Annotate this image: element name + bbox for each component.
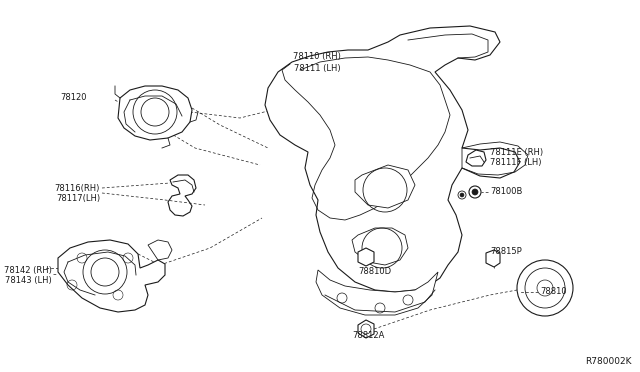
Text: 78815P: 78815P [490,247,522,257]
Text: 78120: 78120 [61,93,87,103]
Text: 78117(LH): 78117(LH) [56,193,100,202]
Text: 78100B: 78100B [490,187,522,196]
Polygon shape [265,26,520,292]
Text: 78116(RH): 78116(RH) [54,183,100,192]
Text: 78111E (RH): 78111E (RH) [490,148,543,157]
Text: 78111 (LH): 78111 (LH) [294,64,341,73]
Polygon shape [358,320,374,338]
Text: 78810D: 78810D [358,267,391,276]
Circle shape [460,193,464,197]
Text: 78143 (LH): 78143 (LH) [5,276,52,285]
Text: 78110 (RH): 78110 (RH) [293,52,341,61]
Polygon shape [466,150,486,166]
Text: R780002K: R780002K [586,357,632,366]
Text: 78812A: 78812A [352,331,384,340]
Polygon shape [58,240,165,312]
Polygon shape [352,228,408,265]
Text: 78111F (LH): 78111F (LH) [490,158,541,167]
Polygon shape [358,248,374,266]
Polygon shape [355,165,415,208]
Polygon shape [486,250,500,267]
Circle shape [472,189,478,195]
Circle shape [537,280,553,296]
Text: 78810: 78810 [540,288,566,296]
Text: 78142 (RH): 78142 (RH) [4,266,52,275]
Polygon shape [316,270,438,315]
Polygon shape [118,86,192,140]
